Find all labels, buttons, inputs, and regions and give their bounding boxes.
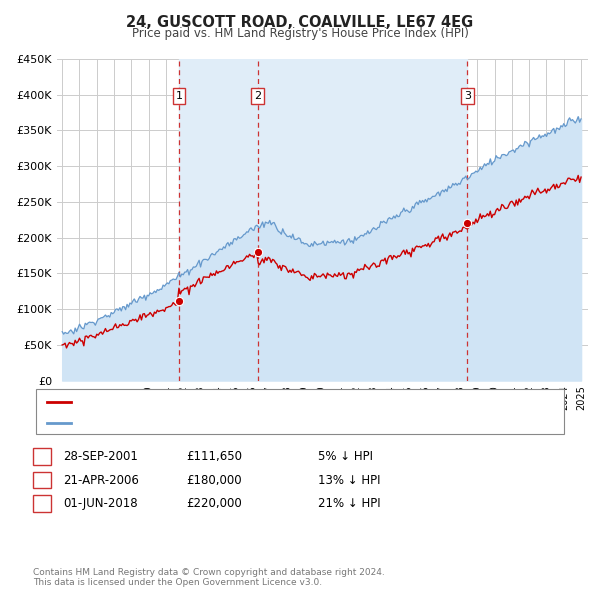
Text: 2: 2 <box>38 474 46 487</box>
Text: 1: 1 <box>38 450 46 463</box>
Text: HPI: Average price, detached house, North West Leicestershire: HPI: Average price, detached house, Nort… <box>77 418 404 428</box>
Text: This data is licensed under the Open Government Licence v3.0.: This data is licensed under the Open Gov… <box>33 578 322 587</box>
Bar <box>179 59 258 381</box>
Text: 28-SEP-2001: 28-SEP-2001 <box>63 450 138 463</box>
Text: 1: 1 <box>175 91 182 101</box>
Text: 3: 3 <box>464 91 471 101</box>
Text: £180,000: £180,000 <box>186 474 242 487</box>
Text: 21-APR-2006: 21-APR-2006 <box>63 474 139 487</box>
Text: Price paid vs. HM Land Registry's House Price Index (HPI): Price paid vs. HM Land Registry's House … <box>131 27 469 40</box>
Text: £220,000: £220,000 <box>186 497 242 510</box>
Text: 5% ↓ HPI: 5% ↓ HPI <box>318 450 373 463</box>
Text: 3: 3 <box>38 497 46 510</box>
Bar <box>258 59 467 381</box>
Text: 01-JUN-2018: 01-JUN-2018 <box>63 497 137 510</box>
Text: 24, GUSCOTT ROAD, COALVILLE, LE67 4EG (detached house): 24, GUSCOTT ROAD, COALVILLE, LE67 4EG (d… <box>77 397 394 407</box>
Text: £111,650: £111,650 <box>186 450 242 463</box>
Text: 24, GUSCOTT ROAD, COALVILLE, LE67 4EG: 24, GUSCOTT ROAD, COALVILLE, LE67 4EG <box>127 15 473 30</box>
Text: Contains HM Land Registry data © Crown copyright and database right 2024.: Contains HM Land Registry data © Crown c… <box>33 568 385 577</box>
Text: 2: 2 <box>254 91 262 101</box>
Text: 13% ↓ HPI: 13% ↓ HPI <box>318 474 380 487</box>
Text: 21% ↓ HPI: 21% ↓ HPI <box>318 497 380 510</box>
